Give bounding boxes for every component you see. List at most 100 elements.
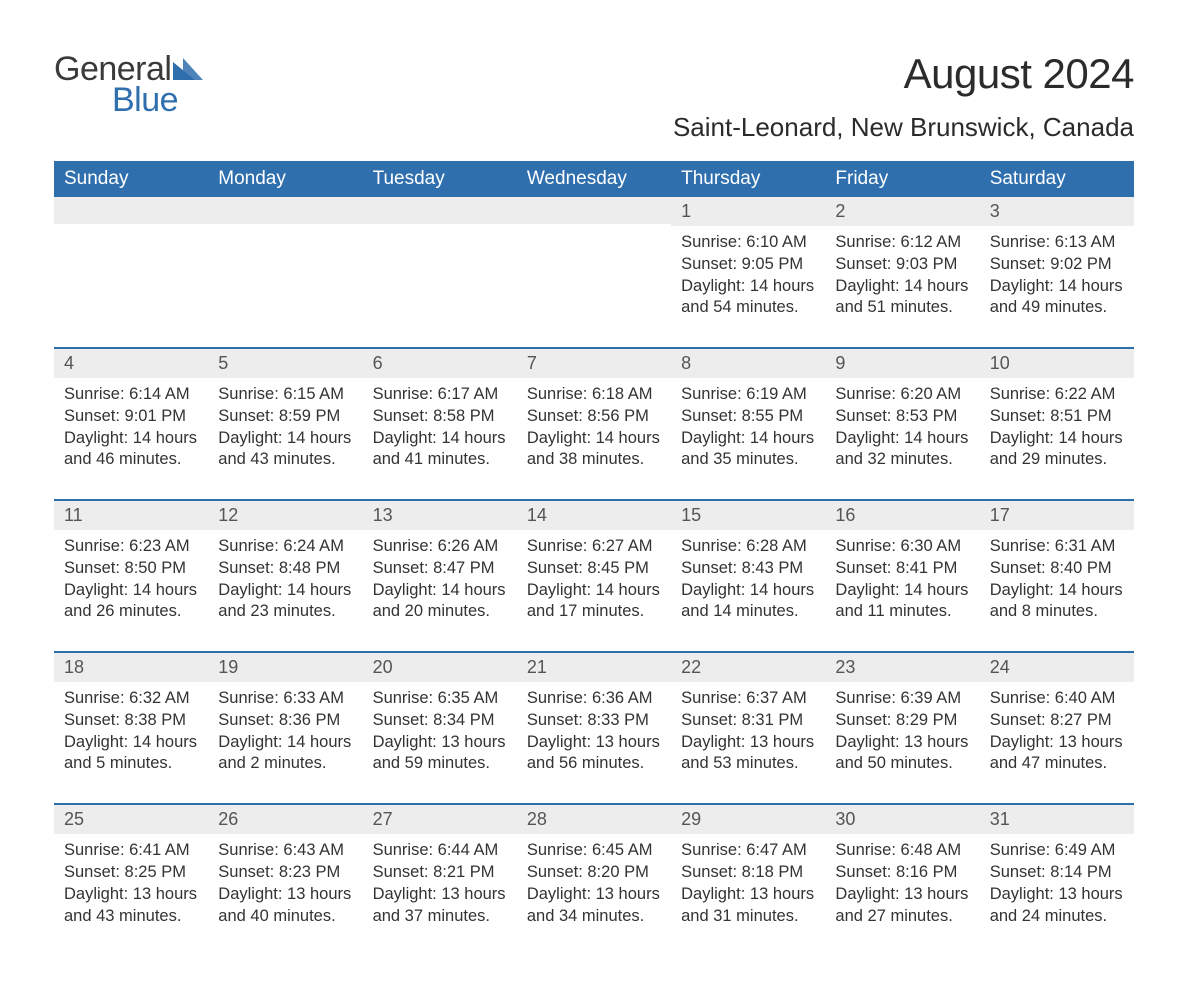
sunset-text: Sunset: 8:40 PM bbox=[990, 558, 1124, 580]
sunrise-text: Sunrise: 6:10 AM bbox=[681, 232, 815, 254]
day-number: 1 bbox=[671, 197, 825, 226]
sunset-text: Sunset: 9:01 PM bbox=[64, 406, 198, 428]
day-body: Sunrise: 6:44 AMSunset: 8:21 PMDaylight:… bbox=[363, 834, 517, 955]
daylight-text: Daylight: 14 hours and 8 minutes. bbox=[990, 580, 1124, 624]
day-number: 20 bbox=[363, 653, 517, 682]
sunset-text: Sunset: 8:14 PM bbox=[990, 862, 1124, 884]
day-body: Sunrise: 6:45 AMSunset: 8:20 PMDaylight:… bbox=[517, 834, 671, 955]
sunrise-text: Sunrise: 6:43 AM bbox=[218, 840, 352, 862]
day-body: Sunrise: 6:39 AMSunset: 8:29 PMDaylight:… bbox=[825, 682, 979, 803]
day-cell: 28Sunrise: 6:45 AMSunset: 8:20 PMDayligh… bbox=[517, 805, 671, 955]
day-body bbox=[208, 224, 362, 304]
day-number: 16 bbox=[825, 501, 979, 530]
day-body: Sunrise: 6:40 AMSunset: 8:27 PMDaylight:… bbox=[980, 682, 1134, 803]
day-body: Sunrise: 6:33 AMSunset: 8:36 PMDaylight:… bbox=[208, 682, 362, 803]
calendar-week: 11Sunrise: 6:23 AMSunset: 8:50 PMDayligh… bbox=[54, 499, 1134, 651]
day-number: 8 bbox=[671, 349, 825, 378]
sunrise-text: Sunrise: 6:39 AM bbox=[835, 688, 969, 710]
day-body bbox=[54, 224, 208, 304]
day-cell: 19Sunrise: 6:33 AMSunset: 8:36 PMDayligh… bbox=[208, 653, 362, 803]
day-number: 28 bbox=[517, 805, 671, 834]
daylight-text: Daylight: 13 hours and 56 minutes. bbox=[527, 732, 661, 776]
sunset-text: Sunset: 8:34 PM bbox=[373, 710, 507, 732]
day-number: 30 bbox=[825, 805, 979, 834]
location-title: Saint-Leonard, New Brunswick, Canada bbox=[673, 112, 1134, 143]
sunset-text: Sunset: 9:05 PM bbox=[681, 254, 815, 276]
daylight-text: Daylight: 14 hours and 43 minutes. bbox=[218, 428, 352, 472]
day-cell: 8Sunrise: 6:19 AMSunset: 8:55 PMDaylight… bbox=[671, 349, 825, 499]
day-cell: 5Sunrise: 6:15 AMSunset: 8:59 PMDaylight… bbox=[208, 349, 362, 499]
day-body: Sunrise: 6:48 AMSunset: 8:16 PMDaylight:… bbox=[825, 834, 979, 955]
day-number: 2 bbox=[825, 197, 979, 226]
day-cell: 25Sunrise: 6:41 AMSunset: 8:25 PMDayligh… bbox=[54, 805, 208, 955]
day-cell: 9Sunrise: 6:20 AMSunset: 8:53 PMDaylight… bbox=[825, 349, 979, 499]
sunrise-text: Sunrise: 6:13 AM bbox=[990, 232, 1124, 254]
daylight-text: Daylight: 14 hours and 54 minutes. bbox=[681, 276, 815, 320]
day-cell: 29Sunrise: 6:47 AMSunset: 8:18 PMDayligh… bbox=[671, 805, 825, 955]
day-body: Sunrise: 6:36 AMSunset: 8:33 PMDaylight:… bbox=[517, 682, 671, 803]
dow-wednesday: Wednesday bbox=[517, 161, 671, 197]
day-cell: 10Sunrise: 6:22 AMSunset: 8:51 PMDayligh… bbox=[980, 349, 1134, 499]
day-number: 27 bbox=[363, 805, 517, 834]
dow-friday: Friday bbox=[825, 161, 979, 197]
daylight-text: Daylight: 14 hours and 38 minutes. bbox=[527, 428, 661, 472]
daylight-text: Daylight: 13 hours and 50 minutes. bbox=[835, 732, 969, 776]
day-number bbox=[363, 197, 517, 224]
sunrise-text: Sunrise: 6:35 AM bbox=[373, 688, 507, 710]
sunset-text: Sunset: 8:16 PM bbox=[835, 862, 969, 884]
sunrise-text: Sunrise: 6:47 AM bbox=[681, 840, 815, 862]
calendar-page: General Blue August 2024 Saint-Leonard, … bbox=[0, 0, 1188, 995]
day-body: Sunrise: 6:14 AMSunset: 9:01 PMDaylight:… bbox=[54, 378, 208, 499]
day-number bbox=[208, 197, 362, 224]
day-number: 7 bbox=[517, 349, 671, 378]
day-cell: 3Sunrise: 6:13 AMSunset: 9:02 PMDaylight… bbox=[980, 197, 1134, 347]
daylight-text: Daylight: 13 hours and 40 minutes. bbox=[218, 884, 352, 928]
sunrise-text: Sunrise: 6:33 AM bbox=[218, 688, 352, 710]
sunset-text: Sunset: 8:21 PM bbox=[373, 862, 507, 884]
day-number: 19 bbox=[208, 653, 362, 682]
dow-sunday: Sunday bbox=[54, 161, 208, 197]
day-cell: 31Sunrise: 6:49 AMSunset: 8:14 PMDayligh… bbox=[980, 805, 1134, 955]
day-body: Sunrise: 6:32 AMSunset: 8:38 PMDaylight:… bbox=[54, 682, 208, 803]
sunrise-text: Sunrise: 6:28 AM bbox=[681, 536, 815, 558]
sunset-text: Sunset: 8:23 PM bbox=[218, 862, 352, 884]
daylight-text: Daylight: 13 hours and 53 minutes. bbox=[681, 732, 815, 776]
sunrise-text: Sunrise: 6:19 AM bbox=[681, 384, 815, 406]
sunset-text: Sunset: 8:38 PM bbox=[64, 710, 198, 732]
dow-header-row: Sunday Monday Tuesday Wednesday Thursday… bbox=[54, 161, 1134, 197]
day-cell bbox=[517, 197, 671, 347]
day-number: 12 bbox=[208, 501, 362, 530]
day-body: Sunrise: 6:19 AMSunset: 8:55 PMDaylight:… bbox=[671, 378, 825, 499]
calendar-week: 25Sunrise: 6:41 AMSunset: 8:25 PMDayligh… bbox=[54, 803, 1134, 955]
sunrise-text: Sunrise: 6:30 AM bbox=[835, 536, 969, 558]
day-number bbox=[54, 197, 208, 224]
sunset-text: Sunset: 8:41 PM bbox=[835, 558, 969, 580]
day-number: 3 bbox=[980, 197, 1134, 226]
sunrise-text: Sunrise: 6:15 AM bbox=[218, 384, 352, 406]
day-number: 10 bbox=[980, 349, 1134, 378]
sunrise-text: Sunrise: 6:45 AM bbox=[527, 840, 661, 862]
day-cell: 2Sunrise: 6:12 AMSunset: 9:03 PMDaylight… bbox=[825, 197, 979, 347]
calendar-week: 18Sunrise: 6:32 AMSunset: 8:38 PMDayligh… bbox=[54, 651, 1134, 803]
day-number: 29 bbox=[671, 805, 825, 834]
brand-blue: Blue bbox=[112, 81, 178, 120]
day-body: Sunrise: 6:27 AMSunset: 8:45 PMDaylight:… bbox=[517, 530, 671, 651]
sunrise-text: Sunrise: 6:44 AM bbox=[373, 840, 507, 862]
sunset-text: Sunset: 8:59 PM bbox=[218, 406, 352, 428]
sunset-text: Sunset: 8:58 PM bbox=[373, 406, 507, 428]
day-cell: 7Sunrise: 6:18 AMSunset: 8:56 PMDaylight… bbox=[517, 349, 671, 499]
sunset-text: Sunset: 8:33 PM bbox=[527, 710, 661, 732]
day-cell: 17Sunrise: 6:31 AMSunset: 8:40 PMDayligh… bbox=[980, 501, 1134, 651]
title-block: August 2024 Saint-Leonard, New Brunswick… bbox=[673, 50, 1134, 143]
day-cell: 13Sunrise: 6:26 AMSunset: 8:47 PMDayligh… bbox=[363, 501, 517, 651]
sunrise-text: Sunrise: 6:18 AM bbox=[527, 384, 661, 406]
day-number: 13 bbox=[363, 501, 517, 530]
day-cell: 21Sunrise: 6:36 AMSunset: 8:33 PMDayligh… bbox=[517, 653, 671, 803]
sunset-text: Sunset: 8:31 PM bbox=[681, 710, 815, 732]
sunrise-text: Sunrise: 6:14 AM bbox=[64, 384, 198, 406]
sunrise-text: Sunrise: 6:20 AM bbox=[835, 384, 969, 406]
day-body: Sunrise: 6:23 AMSunset: 8:50 PMDaylight:… bbox=[54, 530, 208, 651]
sunrise-text: Sunrise: 6:27 AM bbox=[527, 536, 661, 558]
sunset-text: Sunset: 8:29 PM bbox=[835, 710, 969, 732]
daylight-text: Daylight: 14 hours and 49 minutes. bbox=[990, 276, 1124, 320]
